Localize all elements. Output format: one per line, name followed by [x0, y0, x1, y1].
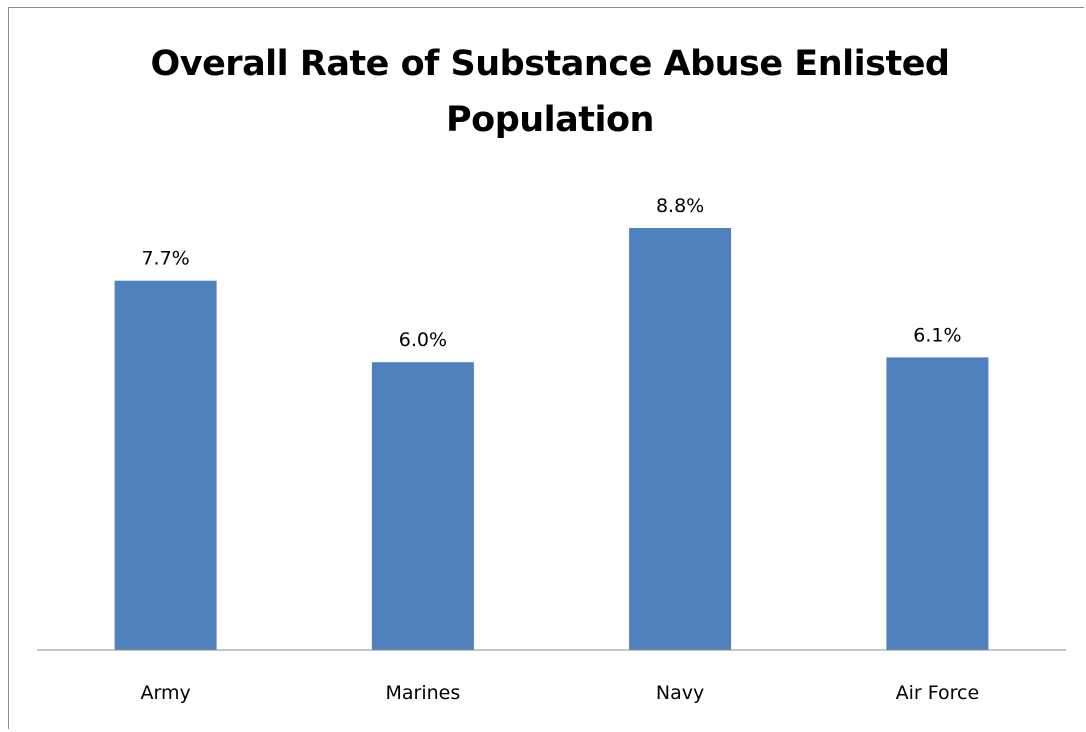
- bar-air-force: [886, 357, 989, 650]
- data-label-air-force: 6.1%: [913, 324, 961, 346]
- x-tick-label-marines: Marines: [386, 682, 461, 704]
- bar-marines: [371, 362, 474, 650]
- chart-frame: [8, 7, 1084, 729]
- bar-navy: [629, 228, 732, 650]
- bars-group: [114, 228, 989, 650]
- data-label-navy: 8.8%: [656, 195, 704, 217]
- x-tick-labels-group: Army Marines Navy Air Force: [140, 682, 979, 704]
- x-tick-label-air-force: Air Force: [896, 682, 980, 704]
- bar-army: [114, 280, 217, 650]
- data-label-marines: 6.0%: [399, 329, 447, 351]
- chart-title: Overall Rate of Substance Abuse Enlisted…: [20, 36, 1080, 148]
- data-label-army: 7.7%: [141, 248, 189, 270]
- chart-title-line-1: Overall Rate of Substance Abuse Enlisted: [150, 44, 950, 84]
- x-tick-label-army: Army: [140, 682, 190, 704]
- x-tick-label-navy: Navy: [656, 682, 704, 704]
- chart-title-line-2: Population: [446, 100, 654, 140]
- data-labels-group: 7.7% 6.0% 8.8% 6.1%: [141, 195, 961, 351]
